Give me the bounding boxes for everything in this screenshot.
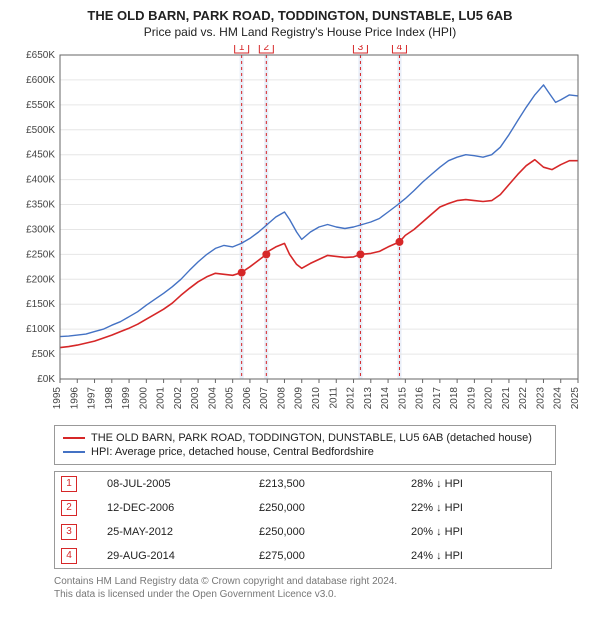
svg-text:2013: 2013 xyxy=(363,387,374,410)
svg-text:2015: 2015 xyxy=(397,387,408,410)
svg-text:2: 2 xyxy=(264,45,270,53)
chart-subtitle: Price paid vs. HM Land Registry's House … xyxy=(10,25,590,39)
svg-text:2009: 2009 xyxy=(294,387,305,410)
svg-text:1: 1 xyxy=(239,45,245,53)
svg-text:2006: 2006 xyxy=(242,387,253,410)
legend-label-property: THE OLD BARN, PARK ROAD, TODDINGTON, DUN… xyxy=(91,432,532,444)
tx-date: 25-MAY-2012 xyxy=(101,520,253,544)
chart-title: THE OLD BARN, PARK ROAD, TODDINGTON, DUN… xyxy=(10,8,590,23)
svg-text:£650K: £650K xyxy=(26,50,55,61)
chart: £0K £50K £100K £150K £200K £250K £300K £350K £40… xyxy=(10,45,590,415)
svg-text:£200K: £200K xyxy=(26,274,55,285)
svg-text:£500K: £500K xyxy=(26,125,55,136)
footnote: Contains HM Land Registry data © Crown c… xyxy=(54,575,590,601)
tx-marker-icon: 2 xyxy=(61,500,77,516)
svg-text:1996: 1996 xyxy=(69,387,80,410)
svg-text:2011: 2011 xyxy=(328,387,339,409)
table-row: 1 08-JUL-2005£213,50028% ↓ HPI xyxy=(55,472,552,497)
svg-text:2000: 2000 xyxy=(138,387,149,410)
legend-row-property: THE OLD BARN, PARK ROAD, TODDINGTON, DUN… xyxy=(63,431,547,445)
tx-price: £213,500 xyxy=(253,472,405,497)
tx-marker-icon: 1 xyxy=(61,476,77,492)
svg-text:2007: 2007 xyxy=(259,387,270,410)
tx-date: 08-JUL-2005 xyxy=(101,472,253,497)
svg-text:2017: 2017 xyxy=(432,387,443,410)
svg-text:£450K: £450K xyxy=(26,150,55,161)
svg-text:2001: 2001 xyxy=(156,387,167,410)
svg-text:1998: 1998 xyxy=(104,387,115,410)
svg-text:2016: 2016 xyxy=(415,387,426,410)
svg-text:£50K: £50K xyxy=(32,349,56,360)
svg-text:2022: 2022 xyxy=(518,387,529,410)
svg-text:2023: 2023 xyxy=(535,387,546,410)
svg-text:2002: 2002 xyxy=(173,387,184,410)
svg-text:2010: 2010 xyxy=(311,387,322,410)
svg-text:£600K: £600K xyxy=(26,75,55,86)
table-row: 2 12-DEC-2006£250,00022% ↓ HPI xyxy=(55,496,552,520)
svg-text:2005: 2005 xyxy=(225,387,236,410)
svg-text:2019: 2019 xyxy=(466,387,477,410)
svg-text:2014: 2014 xyxy=(380,387,391,410)
svg-text:£0K: £0K xyxy=(37,374,55,385)
svg-text:3: 3 xyxy=(358,45,364,53)
tx-price: £275,000 xyxy=(253,544,405,569)
svg-text:£150K: £150K xyxy=(26,299,55,310)
svg-text:2012: 2012 xyxy=(346,387,357,410)
transactions-table: 1 08-JUL-2005£213,50028% ↓ HPI 2 12-DEC-200… xyxy=(54,471,552,569)
svg-text:2025: 2025 xyxy=(570,387,581,410)
legend-row-hpi: HPI: Average price, detached house, Cent… xyxy=(63,445,547,459)
page-container: THE OLD BARN, PARK ROAD, TODDINGTON, DUN… xyxy=(0,0,600,605)
svg-text:£550K: £550K xyxy=(26,100,55,111)
svg-text:1997: 1997 xyxy=(87,387,98,410)
legend-swatch-property xyxy=(63,437,85,439)
tx-date: 29-AUG-2014 xyxy=(101,544,253,569)
footnote-line-1: Contains HM Land Registry data © Crown c… xyxy=(54,575,590,588)
legend: THE OLD BARN, PARK ROAD, TODDINGTON, DUN… xyxy=(54,425,556,465)
svg-text:2020: 2020 xyxy=(484,387,495,410)
tx-marker-icon: 4 xyxy=(61,548,77,564)
svg-text:2024: 2024 xyxy=(553,387,564,410)
tx-marker-icon: 3 xyxy=(61,524,77,540)
svg-text:£100K: £100K xyxy=(26,324,55,335)
tx-diff: 24% ↓ HPI xyxy=(405,544,552,569)
svg-text:4: 4 xyxy=(397,45,403,53)
tx-price: £250,000 xyxy=(253,520,405,544)
tx-diff: 20% ↓ HPI xyxy=(405,520,552,544)
svg-text:2004: 2004 xyxy=(207,387,218,410)
svg-text:£400K: £400K xyxy=(26,175,55,186)
tx-diff: 22% ↓ HPI xyxy=(405,496,552,520)
svg-text:2003: 2003 xyxy=(190,387,201,410)
svg-text:2021: 2021 xyxy=(501,387,512,410)
tx-price: £250,000 xyxy=(253,496,405,520)
svg-text:£300K: £300K xyxy=(26,224,55,235)
legend-swatch-hpi xyxy=(63,451,85,453)
svg-text:£250K: £250K xyxy=(26,249,55,260)
svg-text:2008: 2008 xyxy=(276,387,287,410)
svg-text:£350K: £350K xyxy=(26,200,55,211)
footnote-line-2: This data is licensed under the Open Gov… xyxy=(54,588,590,601)
tx-date: 12-DEC-2006 xyxy=(101,496,253,520)
table-row: 3 25-MAY-2012£250,00020% ↓ HPI xyxy=(55,520,552,544)
table-row: 4 29-AUG-2014£275,00024% ↓ HPI xyxy=(55,544,552,569)
svg-text:1995: 1995 xyxy=(52,387,63,410)
legend-label-hpi: HPI: Average price, detached house, Cent… xyxy=(91,446,374,458)
tx-diff: 28% ↓ HPI xyxy=(405,472,552,497)
svg-text:1999: 1999 xyxy=(121,387,132,410)
svg-text:2018: 2018 xyxy=(449,387,460,410)
